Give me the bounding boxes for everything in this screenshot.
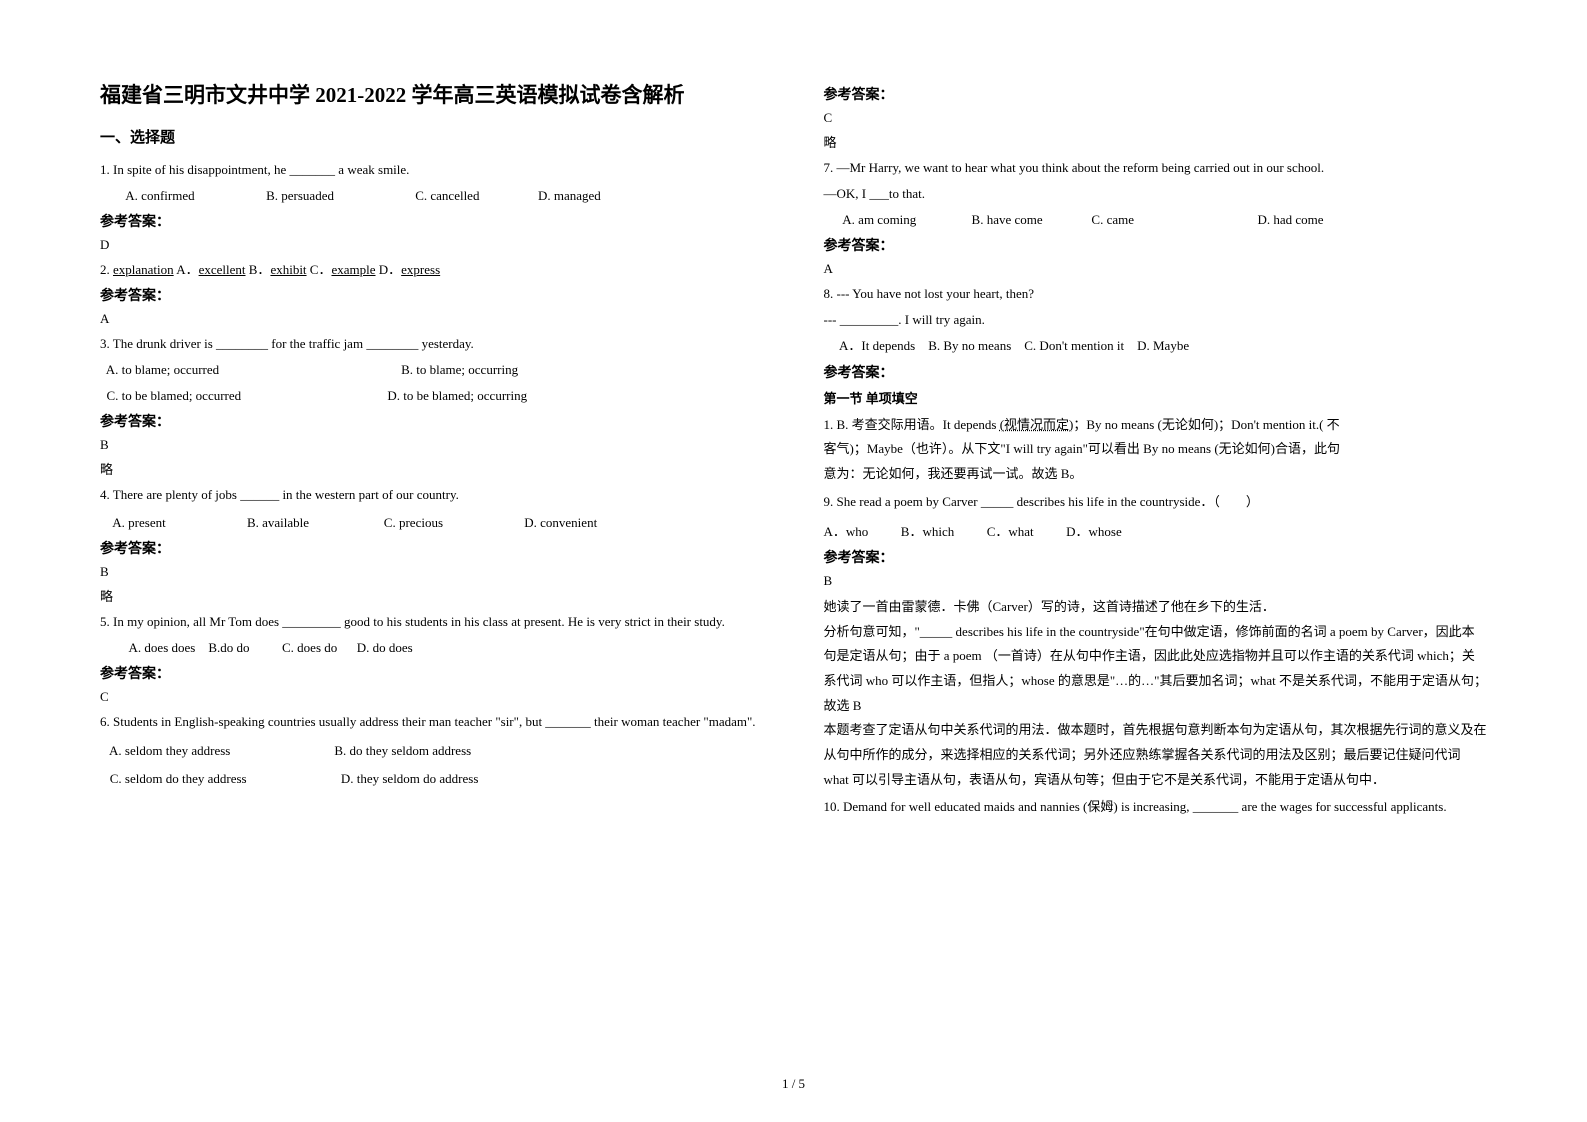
- page-title: 福建省三明市文井中学 2021-2022 学年高三英语模拟试卷含解析: [100, 80, 764, 112]
- q8-stem2: --- _________. I will try again.: [824, 309, 1488, 331]
- q7-options: A. am coming B. have come C. came D. had…: [824, 209, 1488, 231]
- q7-stem1: 7. —Mr Harry, we want to hear what you t…: [824, 157, 1488, 179]
- answer-label: 参考答案：: [100, 538, 764, 558]
- q4-note: 略: [100, 586, 764, 605]
- q5-answer: C: [100, 689, 764, 705]
- q1-answer: D: [100, 237, 764, 253]
- answer-label: 参考答案：: [824, 547, 1488, 567]
- q8-exp-line2: 客气)；Maybe（也许）。从下文"I will try again"可以看出 …: [824, 437, 1488, 462]
- q2-opt-c: C．: [310, 262, 332, 277]
- q9-exp2: 分析句意可知，"_____ describes his life in the …: [824, 620, 1488, 719]
- q2-num: 2.: [100, 262, 113, 277]
- q6-stem: 6. Students in English-speaking countrie…: [100, 711, 764, 733]
- q9-exp1: 她读了一首由雷蒙德．卡佛（Carver）写的诗，这首诗描述了他在乡下的生活．: [824, 595, 1488, 620]
- answer-label: 参考答案：: [100, 211, 764, 231]
- q10-stem: 10. Demand for well educated maids and n…: [824, 796, 1488, 818]
- q2-opt-d: D．: [379, 262, 401, 277]
- q1-options: A. confirmed B. persuaded C. cancelled D…: [100, 185, 764, 207]
- answer-label: 参考答案：: [824, 235, 1488, 255]
- q7-stem2: —OK, I ___to that.: [824, 183, 1488, 205]
- q2-opt-b-word: exhibit: [270, 262, 306, 277]
- answer-label: 参考答案：: [100, 663, 764, 683]
- q1-stem: 1. In spite of his disappointment, he __…: [100, 159, 764, 181]
- q2-opt-c-word: example: [331, 262, 375, 277]
- q3-answer: B: [100, 437, 764, 453]
- q2-word: explanation: [113, 262, 174, 277]
- q2-answer: A: [100, 311, 764, 327]
- q8-exp1c: ；By no means (无论如何)；Don't mention it.( 不: [1073, 417, 1339, 432]
- answer-label: 参考答案：: [100, 285, 764, 305]
- section-heading: 一、选择题: [100, 126, 764, 147]
- q4-options: A. present B. available C. precious D. c…: [100, 512, 764, 534]
- q2-opt-b: B．: [249, 262, 271, 277]
- q2-line: 2. explanation A．excellent B．exhibit C．e…: [100, 259, 764, 281]
- answer-label: 参考答案：: [824, 362, 1488, 382]
- q9-options: A．who B．which C．what D．whose: [824, 521, 1488, 543]
- q2-opt-d-word: express: [401, 262, 440, 277]
- left-column: 福建省三明市文井中学 2021-2022 学年高三英语模拟试卷含解析 一、选择题…: [100, 80, 764, 822]
- answer-label: 参考答案：: [824, 84, 1488, 104]
- q6-row1: A. seldom they address B. do they seldom…: [100, 740, 764, 762]
- q8-stem1: 8. --- You have not lost your heart, the…: [824, 283, 1488, 305]
- q4-stem: 4. There are plenty of jobs ______ in th…: [100, 484, 764, 506]
- page-footer: 1 / 5: [0, 1076, 1587, 1092]
- answer-label: 参考答案：: [100, 411, 764, 431]
- q8-exp1a: 1. B. 考查交际用语。It depends: [824, 417, 1000, 432]
- sub-heading: 第一节 单项填空: [824, 388, 1488, 407]
- q8-exp-line1: 1. B. 考查交际用语。It depends (视情况而定)；By no me…: [824, 413, 1488, 438]
- right-column: 参考答案： C 略 7. —Mr Harry, we want to hear …: [824, 80, 1488, 822]
- q6-note: 略: [824, 132, 1488, 151]
- q9-stem: 9. She read a poem by Carver _____ descr…: [824, 491, 1488, 513]
- q4-answer: B: [100, 564, 764, 580]
- q8-options: A．It depends B. By no means C. Don't men…: [824, 335, 1488, 357]
- q9-answer: B: [824, 573, 1488, 589]
- q8-exp1b: (视情况而定): [1000, 417, 1074, 432]
- q3-row2: C. to be blamed; occurred D. to be blame…: [100, 385, 764, 407]
- q2-opt-a: A．: [176, 262, 198, 277]
- q7-answer: A: [824, 261, 1488, 277]
- q3-row1: A. to blame; occurred B. to blame; occur…: [100, 359, 764, 381]
- q8-exp-line3: 意为：无论如何，我还要再试一试。故选 B。: [824, 462, 1488, 487]
- q2-opt-a-word: excellent: [199, 262, 246, 277]
- q3-note: 略: [100, 459, 764, 478]
- q6-answer: C: [824, 110, 1488, 126]
- q5-stem: 5. In my opinion, all Mr Tom does ______…: [100, 611, 764, 633]
- q6-row2: C. seldom do they address D. they seldom…: [100, 768, 764, 790]
- q9-exp3: 本题考查了定语从句中关系代词的用法．做本题时，首先根据句意判断本句为定语从句，其…: [824, 718, 1488, 792]
- q3-stem: 3. The drunk driver is ________ for the …: [100, 333, 764, 355]
- q5-options: A. does does B.do do C. does do D. do do…: [100, 637, 764, 659]
